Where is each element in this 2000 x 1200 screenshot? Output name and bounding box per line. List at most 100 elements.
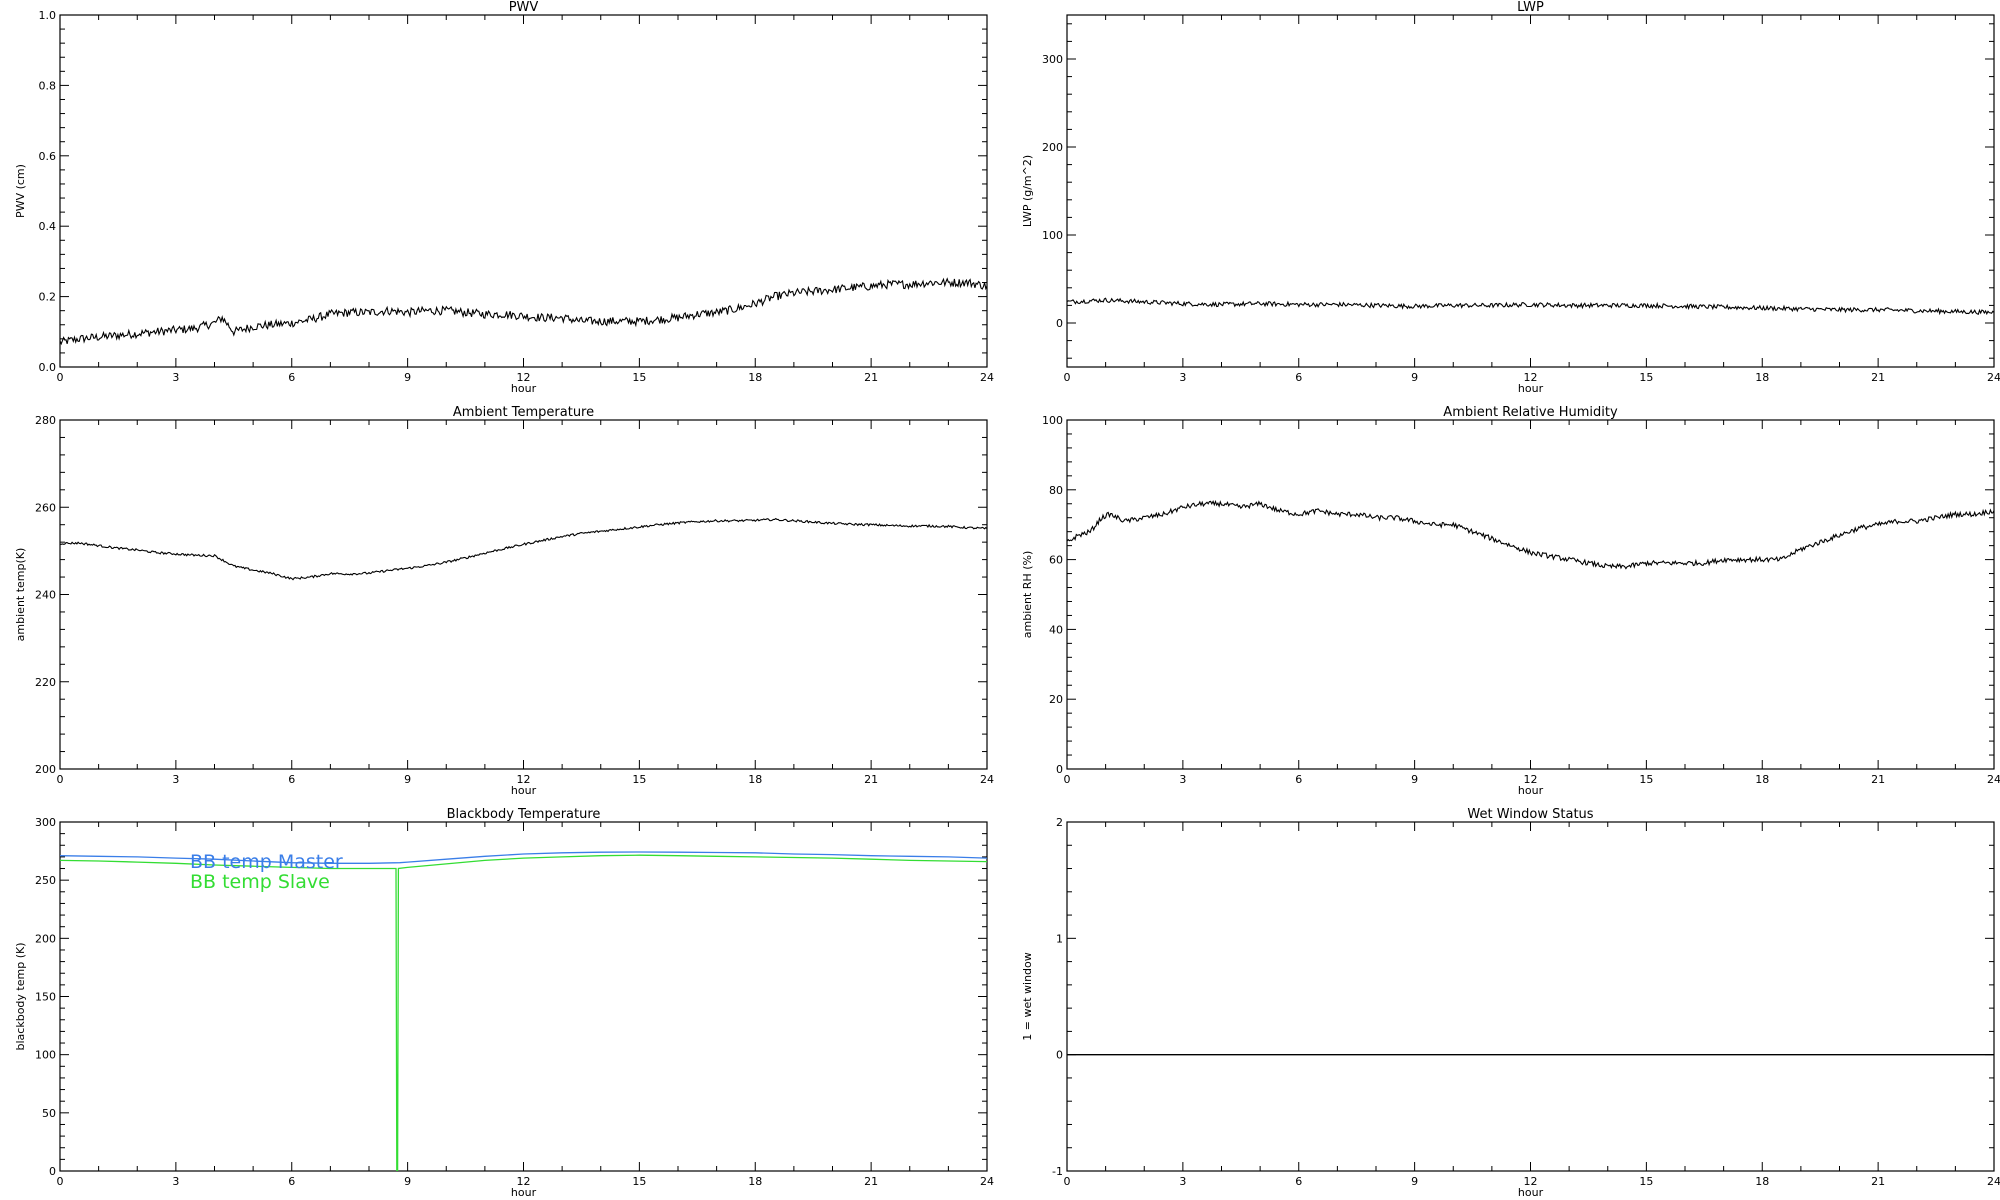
x-tick-label: 12 — [1524, 371, 1538, 384]
x-tick-label: 3 — [1179, 1175, 1186, 1188]
x-tick-label: 21 — [1871, 371, 1885, 384]
x-tick-label: 18 — [748, 1175, 762, 1188]
x-tick-label: 9 — [404, 1175, 411, 1188]
y-tick-label: 1.0 — [39, 9, 57, 22]
y-tick-label: 220 — [35, 676, 56, 689]
x-tick-label: 6 — [288, 1175, 295, 1188]
y-axis-label: blackbody temp (K) — [14, 943, 27, 1051]
y-tick-label: 40 — [1049, 623, 1063, 636]
series-line-0 — [1067, 499, 1994, 570]
y-tick-label: 240 — [35, 589, 56, 602]
y-tick-label: 100 — [1042, 229, 1063, 242]
chart-title: Ambient Temperature — [453, 405, 594, 420]
y-tick-label: 50 — [42, 1107, 56, 1120]
x-tick-label: 24 — [980, 371, 994, 384]
plot-frame — [1066, 14, 1995, 368]
x-tick-label: 21 — [1871, 773, 1885, 786]
chart-title: PWV — [509, 0, 539, 15]
x-tick-label: 15 — [632, 371, 646, 384]
chart-panel-1: LWP 0 3 6 9 12 15 18 21 24 hour 0 100 200 300 LWP (g/m^… — [1021, 0, 2000, 395]
x-tick-label: 3 — [172, 773, 179, 786]
x-axis-label: hour — [1518, 784, 1544, 797]
x-tick-label: 6 — [288, 371, 295, 384]
x-tick-label: 21 — [1871, 1175, 1885, 1188]
series-line-0 — [60, 851, 987, 864]
y-tick-label: 300 — [35, 816, 56, 829]
x-tick-label: 9 — [1411, 371, 1418, 384]
plot-frame — [59, 14, 988, 368]
x-tick-label: 0 — [57, 1175, 64, 1188]
x-tick-label: 6 — [1295, 371, 1302, 384]
x-tick-label: 6 — [1295, 773, 1302, 786]
plot-frame — [1066, 821, 1995, 1172]
x-tick-label: 12 — [517, 371, 531, 384]
y-tick-label: 200 — [1042, 141, 1063, 154]
y-tick-label: 100 — [1042, 414, 1063, 427]
x-tick-label: 0 — [1064, 773, 1071, 786]
y-axis-label: ambient temp(K) — [14, 548, 27, 642]
x-tick-label: 0 — [1064, 1175, 1071, 1188]
x-tick-label: 0 — [57, 371, 64, 384]
x-tick-label: 3 — [1179, 773, 1186, 786]
x-tick-label: 3 — [172, 1175, 179, 1188]
x-tick-label: 24 — [1987, 371, 2000, 384]
x-tick-label: 21 — [864, 773, 878, 786]
x-tick-label: 15 — [632, 1175, 646, 1188]
x-tick-label: 6 — [1295, 1175, 1302, 1188]
x-tick-label: 9 — [404, 371, 411, 384]
y-tick-label: 260 — [35, 501, 56, 514]
x-tick-label: 24 — [980, 773, 994, 786]
chart-panel-3: Ambient Relative Humidity 0 3 6 9 12 15 18 21 24 h… — [1021, 405, 2000, 797]
x-tick-label: 24 — [980, 1175, 994, 1188]
x-tick-label: 15 — [1639, 371, 1653, 384]
x-axis-label: hour — [1518, 1186, 1544, 1199]
legend-entry: BB temp Slave — [190, 871, 330, 893]
y-tick-label: 300 — [1042, 53, 1063, 66]
x-tick-label: 18 — [748, 371, 762, 384]
x-tick-label: 18 — [1755, 1175, 1769, 1188]
x-tick-label: 9 — [1411, 773, 1418, 786]
y-tick-label: 0.8 — [39, 79, 57, 92]
y-tick-label: 60 — [1049, 554, 1063, 567]
y-axis-label: PWV (cm) — [14, 164, 27, 218]
x-tick-label: 21 — [864, 1175, 878, 1188]
chart-panel-4: Blackbody Temperature 0 3 6 9 12 15 18 21 24 hour 0… — [14, 807, 994, 1199]
x-tick-label: 3 — [172, 371, 179, 384]
y-axis-label: LWP (g/m^2) — [1021, 155, 1034, 227]
x-tick-label: 9 — [404, 773, 411, 786]
x-tick-label: 15 — [1639, 773, 1653, 786]
y-tick-label: 100 — [35, 1049, 56, 1062]
y-tick-label: 200 — [35, 932, 56, 945]
chart-title: Ambient Relative Humidity — [1443, 405, 1618, 420]
chart-title: Blackbody Temperature — [447, 807, 601, 822]
x-tick-label: 18 — [748, 773, 762, 786]
x-tick-label: 3 — [1179, 371, 1186, 384]
y-tick-label: 0.0 — [39, 361, 57, 374]
y-tick-label: 80 — [1049, 484, 1063, 497]
y-tick-label: 0.4 — [39, 220, 57, 233]
x-tick-label: 6 — [288, 773, 295, 786]
y-axis-label: 1 = wet window — [1021, 952, 1034, 1041]
y-tick-label: 0 — [1056, 1049, 1063, 1062]
x-axis-label: hour — [511, 784, 537, 797]
chart-panel-2: Ambient Temperature 0 3 6 9 12 15 18 21 24 hour 200… — [14, 405, 994, 797]
y-tick-label: 0.6 — [39, 150, 57, 163]
x-tick-label: 15 — [1639, 1175, 1653, 1188]
y-tick-label: 200 — [35, 763, 56, 776]
y-tick-label: 1 — [1056, 932, 1063, 945]
y-tick-label: 0 — [1056, 317, 1063, 330]
x-tick-label: 15 — [632, 773, 646, 786]
chart-title: Wet Window Status — [1467, 807, 1593, 822]
x-tick-label: 12 — [517, 1175, 531, 1188]
y-tick-label: 150 — [35, 991, 56, 1004]
x-axis-label: hour — [511, 382, 537, 395]
series-line-0 — [60, 517, 987, 581]
x-tick-label: 12 — [1524, 1175, 1538, 1188]
plot-frame — [1066, 419, 1995, 770]
x-axis-label: hour — [511, 1186, 537, 1199]
x-tick-label: 12 — [1524, 773, 1538, 786]
chart-panel-0: PWV 0 3 6 9 12 15 18 21 24 hour 0.0 0.2 0.4 0.6 0.8 1.0 P… — [14, 0, 994, 395]
y-tick-label: 20 — [1049, 693, 1063, 706]
